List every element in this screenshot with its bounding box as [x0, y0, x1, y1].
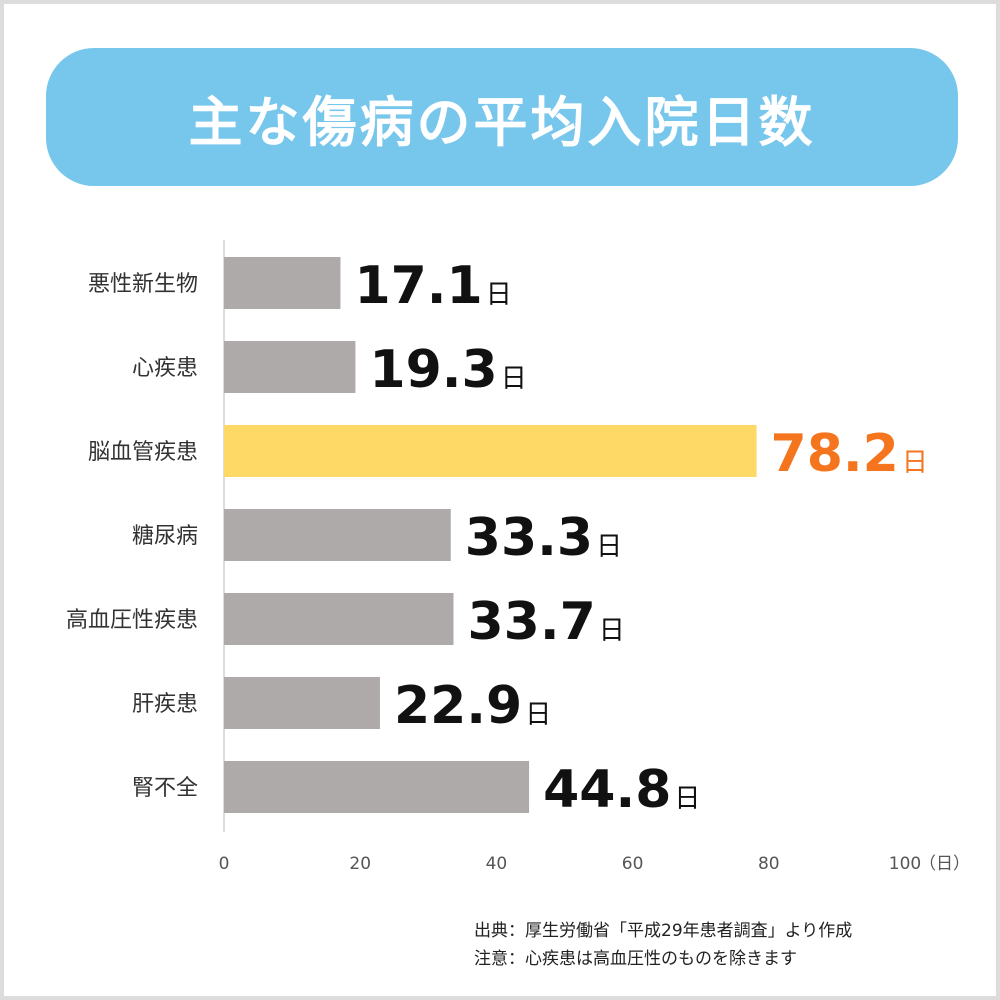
data-label: 22.9 日 [394, 676, 551, 736]
category-label: 肝疾患 [132, 692, 198, 717]
chart-title: 主な傷病の平均入院日数 [188, 90, 816, 154]
category-label: 高血圧性疾患 [66, 608, 198, 633]
x-tick-label: 100 [889, 854, 921, 874]
data-label-unit: 日 [501, 364, 527, 394]
bar [224, 677, 380, 729]
data-label-value: 78.2 [771, 424, 899, 484]
bar [224, 425, 757, 477]
category-label: 糖尿病 [132, 524, 198, 549]
data-label-value: 33.7 [467, 592, 595, 652]
data-label-unit: 日 [486, 280, 512, 310]
category-label: 脳血管疾患 [88, 440, 198, 465]
source-note: 出典：厚生労働省「平成29年患者調査」より作成 [474, 921, 853, 941]
bar [224, 761, 530, 813]
data-label-unit: 日 [674, 784, 700, 814]
data-label-value: 44.8 [543, 760, 671, 820]
data-label-unit: 日 [525, 700, 551, 730]
bar [224, 509, 451, 561]
data-label: 78.2 日 [771, 424, 928, 484]
data-label-value: 19.3 [369, 340, 497, 400]
bar [224, 341, 356, 393]
title-banner: 主な傷病の平均入院日数 [46, 48, 958, 186]
data-label: 33.7 日 [467, 592, 624, 652]
data-label-value: 17.1 [354, 256, 482, 316]
data-label-value: 22.9 [394, 676, 522, 736]
chart-frame: 主な傷病の平均入院日数 悪性新生物 17.1 日心疾患 19.3 日脳血管疾患 78.2 日… [4, 4, 996, 996]
data-label: 19.3 日 [369, 340, 526, 400]
bar [224, 257, 341, 309]
data-label: 17.1 日 [354, 256, 511, 316]
x-axis-unit: （日） [919, 854, 970, 874]
caution-note: 注意：心疾患は高血圧性のものを除きます [474, 949, 797, 969]
data-label-unit: 日 [599, 616, 625, 646]
x-tick-label: 20 [349, 854, 371, 874]
category-label: 悪性新生物 [88, 272, 198, 297]
data-label: 44.8 日 [543, 760, 700, 820]
x-tick-label: 40 [486, 854, 508, 874]
category-label: 心疾患 [132, 356, 198, 381]
x-tick-label: 80 [758, 854, 780, 874]
data-label-unit: 日 [596, 532, 622, 562]
x-tick-label: 60 [622, 854, 644, 874]
data-label-unit: 日 [902, 448, 928, 478]
bar [224, 593, 454, 645]
data-label-value: 33.3 [465, 508, 593, 568]
x-tick-label: 0 [219, 854, 230, 874]
category-label: 腎不全 [132, 776, 198, 801]
data-label: 33.3 日 [465, 508, 622, 568]
